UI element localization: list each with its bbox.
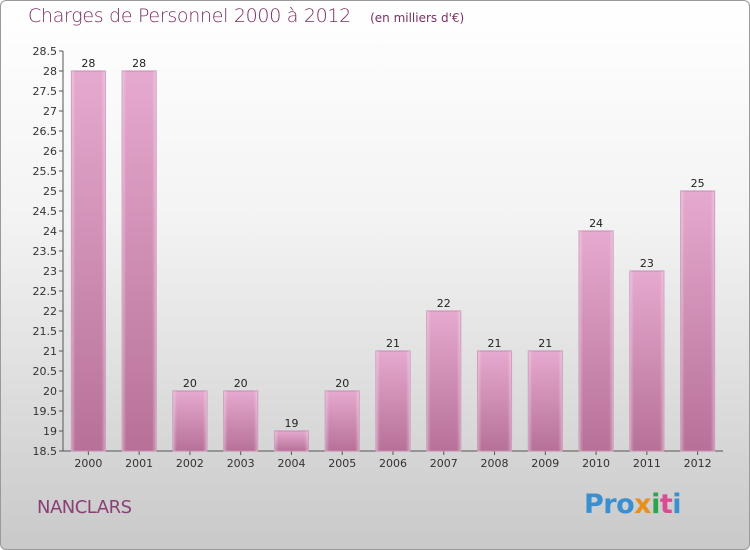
x-tick-label: 2010: [582, 457, 610, 470]
logo-part-1: Pro: [584, 489, 635, 520]
logo-part-2: x: [634, 489, 652, 520]
commune-name: NANCLARS: [37, 497, 132, 518]
bar-highlight: [172, 391, 207, 451]
data-label: 19: [284, 417, 298, 430]
bar-highlight: [680, 191, 715, 451]
y-tick-label: 18.5: [33, 445, 58, 458]
bar-highlight: [426, 311, 461, 451]
chart-subtitle: (en milliers d'€): [370, 11, 465, 25]
data-label: 28: [132, 57, 146, 70]
x-tick-label: 2002: [176, 457, 204, 470]
data-label: 21: [538, 337, 552, 350]
data-label: 21: [488, 337, 502, 350]
y-tick-label: 20.5: [33, 365, 58, 378]
y-tick-label: 24.5: [33, 205, 58, 218]
y-tick-label: 19: [43, 425, 57, 438]
data-label: 28: [81, 57, 95, 70]
data-label: 24: [589, 217, 603, 230]
proxiti-logo[interactable]: Proxiti: [584, 489, 682, 520]
bar-highlight: [477, 351, 512, 451]
y-tick-label: 28.5: [33, 45, 58, 58]
y-tick-label: 27: [43, 105, 57, 118]
data-label: 20: [183, 377, 197, 390]
y-tick-label: 21: [43, 345, 57, 358]
y-tick-label: 25: [43, 185, 57, 198]
x-tick-label: 2009: [531, 457, 559, 470]
data-label: 20: [234, 377, 248, 390]
x-tick-label: 2000: [74, 457, 102, 470]
y-tick-label: 22.5: [33, 285, 58, 298]
y-tick-label: 19.5: [33, 405, 58, 418]
bar-highlight: [274, 431, 309, 451]
chart-title: Charges de Personnel 2000 à 2012: [28, 5, 351, 27]
x-tick-label: 2008: [481, 457, 509, 470]
data-label: 25: [691, 177, 705, 190]
y-tick-label: 27.5: [33, 85, 58, 98]
x-tick-label: 2007: [430, 457, 458, 470]
y-tick-label: 28: [43, 65, 57, 78]
logo-part-5: i: [672, 489, 682, 520]
y-tick-label: 23.5: [33, 245, 58, 258]
y-tick-label: 26.5: [33, 125, 58, 138]
y-tick-label: 20: [43, 385, 57, 398]
y-tick-label: 21.5: [33, 325, 58, 338]
title-row: Charges de Personnel 2000 à 2012 (en mil…: [28, 5, 464, 27]
y-tick-label: 26: [43, 145, 57, 158]
x-tick-label: 2005: [328, 457, 356, 470]
bar-highlight: [376, 351, 410, 451]
data-label: 23: [640, 257, 654, 270]
bar-highlight: [325, 391, 360, 451]
logo-part-3: i: [651, 489, 660, 520]
y-tick-label: 24: [43, 225, 57, 238]
y-tick-label: 22: [43, 305, 57, 318]
bars: [70, 70, 716, 452]
bar-highlight: [122, 71, 157, 451]
x-tick-label: 2004: [277, 457, 305, 470]
x-tick-label: 2012: [684, 457, 712, 470]
x-tick-label: 2006: [379, 457, 407, 470]
bar-highlight: [629, 271, 664, 451]
x-tick-label: 2003: [227, 457, 255, 470]
bar-highlight: [71, 71, 106, 451]
logo-part-4: t: [659, 489, 673, 520]
x-tick-label: 2001: [125, 457, 153, 470]
data-label: 22: [437, 297, 451, 310]
bar-highlight: [223, 391, 258, 451]
labels: 28 2000 28 2001 20 2002 20 2003 19 2004 20 2005 21 20…: [74, 57, 711, 470]
data-label: 21: [386, 337, 400, 350]
data-label: 20: [335, 377, 349, 390]
x-tick-label: 2011: [633, 457, 661, 470]
bar-highlight: [579, 231, 614, 451]
y-tick-label: 25.5: [33, 165, 58, 178]
bar-highlight: [528, 351, 563, 451]
y-tick-label: 23: [43, 265, 57, 278]
